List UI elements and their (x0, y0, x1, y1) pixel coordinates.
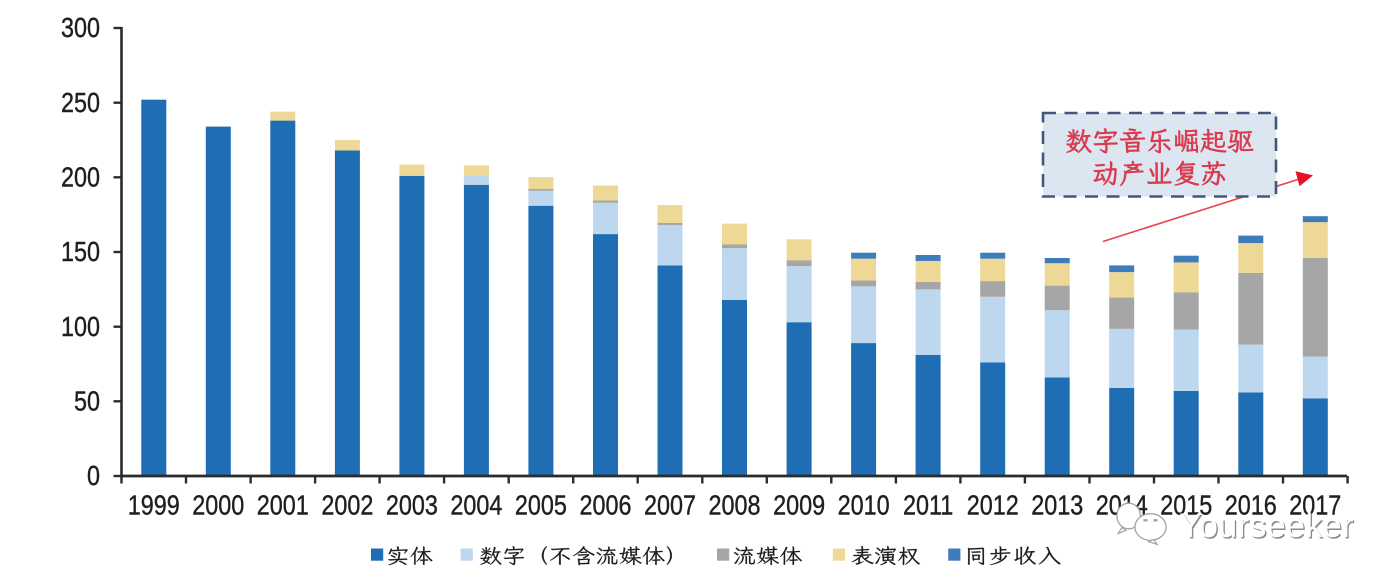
svg-text:2000: 2000 (192, 491, 244, 521)
svg-text:2010: 2010 (838, 491, 890, 521)
svg-text:2006: 2006 (580, 491, 632, 521)
svg-text:2012: 2012 (967, 491, 1019, 521)
svg-text:1999: 1999 (128, 491, 180, 521)
svg-text:2017: 2017 (1289, 491, 1341, 521)
svg-text:100: 100 (61, 312, 100, 342)
svg-text:2016: 2016 (1225, 491, 1277, 521)
svg-text:2011: 2011 (903, 491, 953, 521)
svg-text:2003: 2003 (386, 491, 438, 521)
svg-text:50: 50 (74, 387, 100, 417)
svg-text:2009: 2009 (773, 491, 825, 521)
svg-text:2008: 2008 (709, 491, 761, 521)
svg-text:2007: 2007 (644, 491, 696, 521)
svg-text:2001: 2001 (257, 491, 309, 521)
svg-text:2004: 2004 (450, 491, 502, 521)
svg-text:200: 200 (61, 163, 100, 193)
svg-text:300: 300 (61, 13, 100, 43)
svg-text:150: 150 (61, 237, 100, 267)
svg-text:Yourseeker: Yourseeker (1180, 508, 1355, 546)
svg-text:2013: 2013 (1031, 491, 1083, 521)
svg-text:2002: 2002 (321, 491, 373, 521)
svg-text:250: 250 (61, 88, 100, 118)
svg-text:Yourseeker: Yourseeker (1179, 507, 1354, 545)
svg-text:0: 0 (87, 461, 100, 491)
svg-text:2015: 2015 (1160, 491, 1212, 521)
svg-text:2005: 2005 (515, 491, 567, 521)
